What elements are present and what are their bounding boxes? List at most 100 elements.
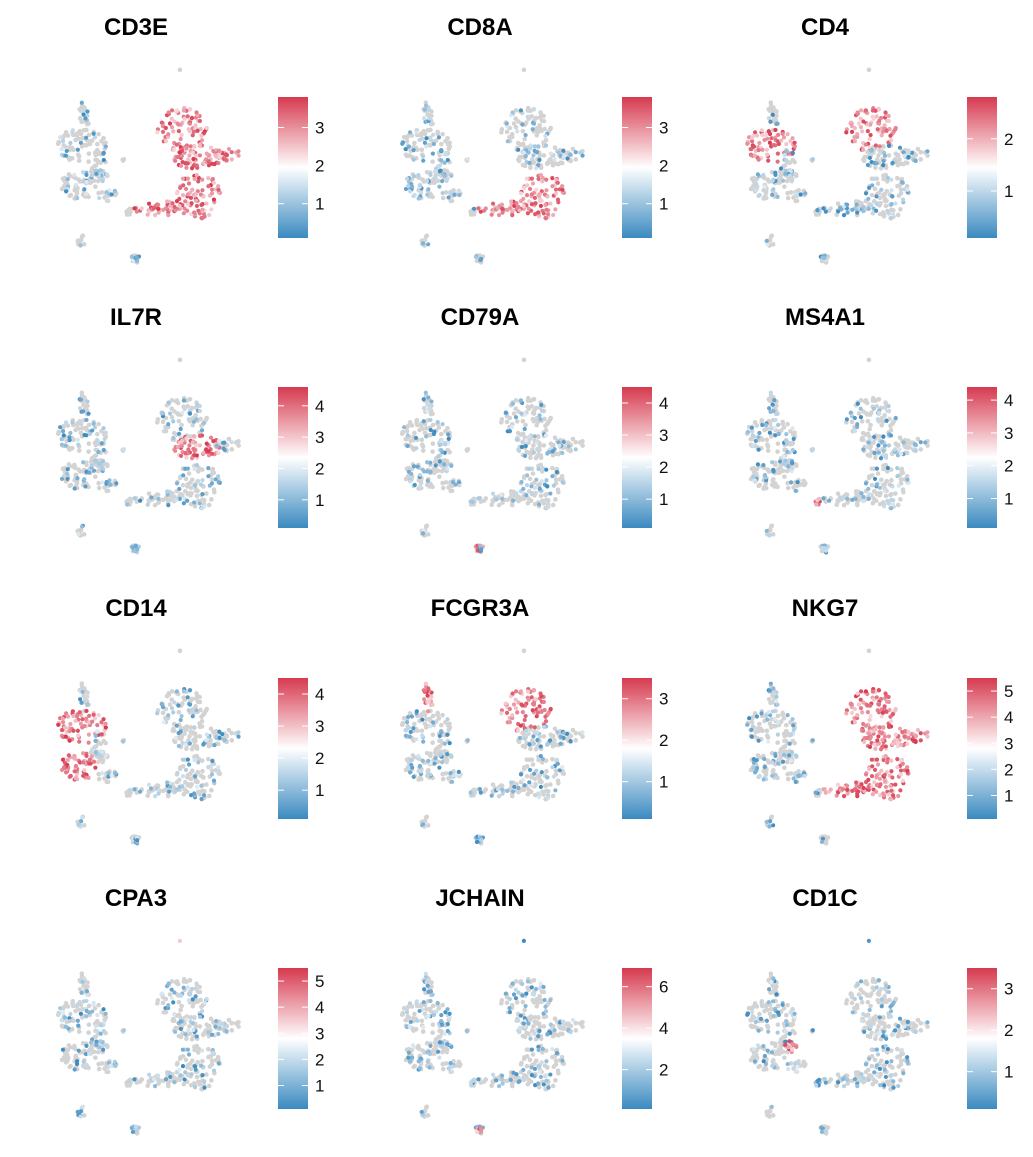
cell-point	[466, 157, 470, 161]
cell-point	[472, 207, 476, 211]
cell-point	[769, 682, 773, 686]
cell-point	[443, 442, 447, 446]
cell-point	[80, 681, 85, 686]
cell-point	[71, 709, 75, 713]
cell-point	[412, 158, 416, 162]
cell-point	[905, 188, 909, 192]
cell-point	[902, 735, 906, 739]
cell-point	[476, 496, 480, 500]
cell-point	[756, 172, 760, 176]
cell-point	[500, 497, 504, 501]
cell-point	[887, 734, 891, 738]
cell-point	[192, 435, 196, 439]
cell-point	[777, 432, 781, 436]
cell-point	[405, 757, 410, 762]
cell-point	[92, 760, 96, 764]
cell-point	[427, 116, 431, 120]
cell-point	[110, 773, 114, 777]
cell-point	[440, 422, 444, 426]
cell-point	[410, 714, 414, 718]
cell-point	[425, 193, 429, 197]
cell-point	[898, 497, 903, 502]
cell-point	[552, 775, 556, 779]
cell-point	[889, 202, 893, 206]
cell-point	[872, 177, 876, 181]
cell-point	[867, 186, 871, 190]
cell-point	[542, 501, 547, 506]
cell-point	[185, 499, 189, 503]
cell-point	[506, 139, 510, 143]
cell-point	[476, 206, 480, 210]
cell-point	[440, 132, 445, 137]
cell-point	[532, 703, 536, 707]
cell-point	[763, 765, 767, 769]
cell-point	[860, 129, 864, 133]
cell-point	[181, 483, 186, 488]
cell-point	[544, 216, 548, 220]
cell-point	[415, 423, 420, 428]
cell-point	[184, 436, 188, 440]
cell-point	[504, 410, 508, 414]
cell-point	[878, 486, 882, 490]
cell-point	[850, 711, 854, 715]
cell-point	[183, 199, 187, 203]
color-legend-bar	[622, 387, 652, 528]
cell-point	[789, 480, 793, 484]
cell-point	[82, 187, 86, 191]
cell-point	[186, 157, 190, 161]
cell-point	[90, 747, 94, 751]
cell-point	[526, 115, 530, 119]
cell-point	[560, 765, 564, 769]
cell-point	[758, 774, 762, 778]
cell-point	[216, 765, 220, 769]
cell-point	[204, 782, 209, 787]
cell-point	[869, 203, 873, 207]
cell-point	[415, 418, 420, 423]
cell-point	[75, 476, 79, 480]
cell-point	[544, 208, 548, 212]
cell-point	[897, 447, 901, 451]
cell-point	[168, 785, 172, 789]
cell-point	[871, 689, 875, 693]
cell-point	[751, 766, 755, 770]
cell-point	[81, 409, 85, 413]
cell-point	[499, 493, 503, 497]
cell-point	[441, 191, 445, 195]
umap-scatter	[18, 345, 258, 570]
cell-point	[850, 130, 854, 134]
cell-point	[772, 398, 776, 402]
cell-point	[400, 142, 404, 146]
cell-point	[173, 449, 177, 453]
legend-tick-label: 2	[315, 459, 324, 478]
cell-point	[783, 153, 787, 157]
cell-point	[189, 777, 194, 782]
panel-title: CD3E	[0, 14, 272, 42]
cell-point	[184, 456, 188, 460]
cell-point	[509, 489, 514, 494]
cell-point	[762, 138, 766, 142]
cell-point	[539, 754, 543, 758]
cell-point	[768, 141, 772, 145]
cell-point	[199, 483, 203, 487]
cell-point	[861, 437, 866, 442]
cell-point	[76, 532, 80, 536]
cell-point	[762, 485, 767, 490]
cell-point	[200, 769, 205, 774]
cell-point	[521, 197, 525, 201]
cell-point	[791, 158, 796, 163]
cell-point	[539, 785, 543, 789]
cell-point	[562, 155, 566, 159]
cell-point	[916, 728, 920, 732]
cell-point	[925, 734, 929, 738]
cell-point	[230, 150, 234, 154]
cell-point	[191, 157, 195, 161]
cell-point	[881, 159, 885, 163]
cell-point	[876, 734, 880, 738]
cell-point	[207, 503, 212, 508]
cell-point	[877, 107, 881, 111]
cell-point	[200, 492, 204, 496]
